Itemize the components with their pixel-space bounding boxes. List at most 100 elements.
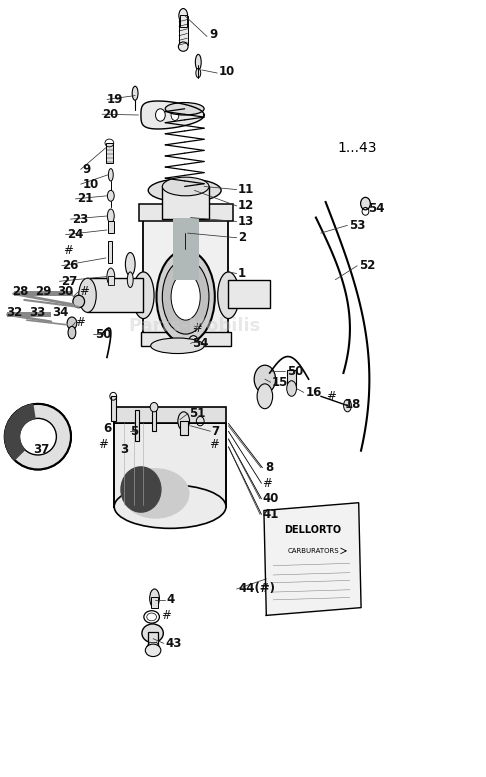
Ellipse shape bbox=[127, 272, 133, 287]
Ellipse shape bbox=[156, 109, 165, 121]
Ellipse shape bbox=[218, 272, 239, 319]
Ellipse shape bbox=[165, 180, 204, 193]
Text: 32: 32 bbox=[6, 306, 22, 319]
Text: 6: 6 bbox=[103, 423, 111, 435]
Text: 21: 21 bbox=[77, 193, 93, 205]
Bar bbox=[287, 370, 296, 388]
Text: 51: 51 bbox=[190, 407, 206, 420]
Text: 16: 16 bbox=[305, 386, 322, 399]
Text: 11: 11 bbox=[238, 183, 254, 196]
Ellipse shape bbox=[162, 177, 209, 196]
Text: 8: 8 bbox=[265, 462, 273, 474]
Ellipse shape bbox=[133, 272, 154, 319]
Bar bbox=[180, 15, 187, 27]
Text: 29: 29 bbox=[35, 285, 52, 298]
Bar bbox=[141, 332, 231, 346]
Bar bbox=[106, 143, 113, 163]
Text: 30: 30 bbox=[57, 285, 73, 298]
Text: 1...43: 1...43 bbox=[338, 141, 377, 155]
Ellipse shape bbox=[287, 381, 296, 396]
Bar bbox=[108, 241, 112, 263]
Bar bbox=[7, 312, 51, 317]
Text: 27: 27 bbox=[61, 275, 77, 287]
Text: 41: 41 bbox=[262, 508, 279, 521]
Ellipse shape bbox=[107, 209, 114, 223]
Ellipse shape bbox=[73, 295, 85, 308]
Text: DELLORTO: DELLORTO bbox=[284, 525, 342, 535]
Text: 34: 34 bbox=[52, 306, 69, 319]
Text: 13: 13 bbox=[238, 215, 254, 228]
Polygon shape bbox=[5, 404, 35, 460]
Ellipse shape bbox=[176, 186, 193, 195]
Ellipse shape bbox=[196, 68, 201, 78]
Bar bbox=[175, 221, 194, 264]
Text: 28: 28 bbox=[12, 285, 29, 298]
Polygon shape bbox=[173, 218, 199, 280]
Bar bbox=[135, 410, 139, 441]
Bar bbox=[152, 408, 156, 431]
Bar bbox=[182, 190, 188, 233]
Text: 43: 43 bbox=[165, 637, 182, 650]
Text: #: # bbox=[209, 438, 219, 451]
Text: #: # bbox=[192, 322, 202, 335]
Ellipse shape bbox=[68, 326, 76, 339]
Text: 9: 9 bbox=[209, 29, 217, 41]
Ellipse shape bbox=[254, 365, 276, 393]
Bar bbox=[151, 597, 158, 608]
Bar bbox=[162, 186, 209, 219]
Text: 2: 2 bbox=[238, 232, 246, 244]
Bar bbox=[148, 632, 158, 646]
Text: 5: 5 bbox=[130, 425, 139, 437]
Ellipse shape bbox=[165, 103, 204, 115]
Ellipse shape bbox=[179, 9, 188, 23]
Text: CARBURATORS: CARBURATORS bbox=[287, 548, 339, 554]
Bar bbox=[180, 421, 188, 435]
Ellipse shape bbox=[162, 260, 209, 334]
Bar bbox=[179, 16, 188, 45]
Ellipse shape bbox=[107, 190, 114, 201]
Ellipse shape bbox=[108, 169, 113, 181]
Ellipse shape bbox=[189, 336, 198, 348]
Bar bbox=[271, 517, 355, 544]
Text: 50: 50 bbox=[287, 365, 303, 378]
Text: Parts-Mobilis: Parts-Mobilis bbox=[128, 317, 260, 336]
Ellipse shape bbox=[145, 644, 161, 657]
Text: #: # bbox=[98, 438, 108, 451]
Text: 26: 26 bbox=[62, 260, 79, 272]
Ellipse shape bbox=[150, 589, 159, 608]
Bar bbox=[143, 218, 228, 338]
Ellipse shape bbox=[171, 110, 179, 120]
Text: 24: 24 bbox=[67, 228, 84, 241]
Bar bbox=[14, 291, 73, 296]
Ellipse shape bbox=[5, 404, 71, 469]
Ellipse shape bbox=[151, 338, 204, 354]
Polygon shape bbox=[264, 503, 361, 615]
Bar bbox=[114, 423, 226, 507]
Text: 10: 10 bbox=[219, 65, 235, 78]
Text: #: # bbox=[327, 390, 336, 402]
Text: 9: 9 bbox=[83, 163, 91, 176]
Text: 54: 54 bbox=[368, 202, 385, 214]
Ellipse shape bbox=[195, 54, 201, 70]
Ellipse shape bbox=[156, 250, 215, 343]
Bar bbox=[271, 544, 355, 558]
Ellipse shape bbox=[344, 399, 351, 412]
Text: #: # bbox=[262, 477, 272, 490]
Bar bbox=[108, 276, 114, 285]
Text: #: # bbox=[79, 285, 88, 298]
Bar bbox=[228, 280, 270, 308]
Text: #: # bbox=[75, 316, 85, 329]
Ellipse shape bbox=[107, 268, 115, 285]
Text: 1: 1 bbox=[238, 267, 246, 280]
Ellipse shape bbox=[67, 317, 77, 329]
Bar bbox=[87, 278, 143, 312]
Text: 50: 50 bbox=[95, 328, 111, 340]
Bar bbox=[139, 204, 233, 221]
Ellipse shape bbox=[122, 468, 190, 519]
Text: 19: 19 bbox=[107, 93, 123, 106]
Ellipse shape bbox=[150, 402, 158, 412]
Text: 37: 37 bbox=[33, 443, 49, 455]
Ellipse shape bbox=[114, 485, 226, 528]
Ellipse shape bbox=[125, 253, 135, 276]
Polygon shape bbox=[141, 101, 204, 129]
